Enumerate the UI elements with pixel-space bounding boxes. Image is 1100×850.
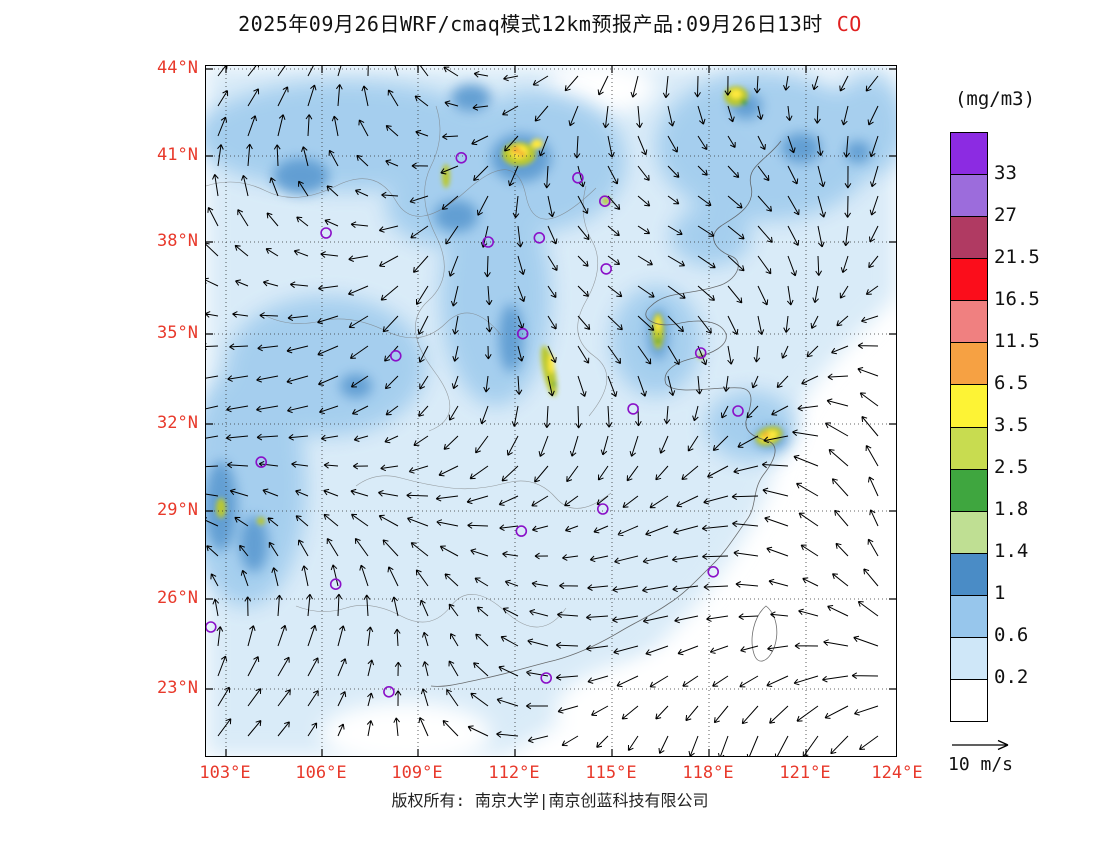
city-marker xyxy=(600,263,613,275)
copyright-footer: 版权所有: 南京大学|南京创蓝科技有限公司 xyxy=(391,791,709,810)
latitude-axis: 44°N 41°N 38°N 35°N 32°N 29°N 26°N 23°N xyxy=(118,0,198,850)
colorbar-cell xyxy=(951,595,987,638)
lon-tick-label: 115°E xyxy=(585,763,637,783)
city-marker xyxy=(255,456,268,468)
colorbar-cell xyxy=(951,469,987,512)
colorbar-cell xyxy=(951,553,987,596)
colorbar-tick-label: 6.5 xyxy=(994,372,1029,394)
colorbar-tick-label: 0.2 xyxy=(994,666,1029,688)
city-marker xyxy=(383,685,395,698)
colorbar-cell xyxy=(951,259,987,302)
city-marker xyxy=(533,232,546,244)
city-marker xyxy=(320,227,332,239)
lat-tick-label: 26°N xyxy=(157,588,198,608)
lat-tick-label: 35°N xyxy=(157,323,198,343)
colorbar-tick-label: 2.5 xyxy=(994,456,1029,478)
colorbar-tick-label: 33 xyxy=(994,162,1017,184)
colorbar-cell xyxy=(951,343,987,386)
lon-tick-label: 118°E xyxy=(682,763,734,783)
city-marker xyxy=(598,195,611,207)
concentration-contour-layer xyxy=(206,66,896,756)
colorbar-tick-label: 1.8 xyxy=(994,498,1029,520)
city-marker xyxy=(707,565,720,578)
colorbar-tick-label: 1 xyxy=(994,582,1006,604)
title-main: 2025年09月26日WRF/cmaq模式12km预报产品:09月26日13时 xyxy=(238,12,823,36)
colorbar-cell xyxy=(951,427,987,470)
colorbar-tick-label: 3.5 xyxy=(994,414,1029,436)
city-marker xyxy=(694,347,707,359)
lat-tick-label: 38°N xyxy=(157,231,198,251)
wind-reference-arrow-icon xyxy=(952,739,1009,751)
colorbar-tick-label: 27 xyxy=(994,204,1017,226)
city-marker xyxy=(516,327,529,340)
city-marker xyxy=(540,672,553,684)
colorbar-cell xyxy=(951,217,987,260)
lon-tick-label: 109°E xyxy=(391,763,443,783)
city-marker xyxy=(732,405,744,417)
city-marker xyxy=(572,172,584,184)
lat-tick-label: 41°N xyxy=(157,145,198,165)
colorbar-cell xyxy=(951,175,987,218)
longitude-axis: 103°E 106°E 109°E 112°E 115°E 118°E 121°E 124°E xyxy=(199,760,922,786)
colorbar xyxy=(950,132,988,722)
wind-reference-legend: 10 m/s xyxy=(948,736,1068,786)
colorbar-cell xyxy=(951,301,987,344)
lon-tick-label: 124°E xyxy=(871,763,923,783)
page-title: 2025年09月26日WRF/cmaq模式12km预报产品:09月26日13时 C… xyxy=(0,8,1100,37)
colorbar-cell xyxy=(951,385,987,428)
city-marker xyxy=(329,578,342,591)
map-canvas xyxy=(206,66,896,756)
city-marker xyxy=(455,152,468,164)
colorbar-cell xyxy=(951,133,987,176)
lat-tick-label: 32°N xyxy=(157,413,198,433)
city-marker-layer xyxy=(206,152,744,698)
wind-reference-label: 10 m/s xyxy=(948,754,1014,775)
colorbar-unit-label: (mg/m3) xyxy=(954,88,1036,110)
colorbar-cell xyxy=(951,637,987,681)
colorbar-tick-label: 1.4 xyxy=(994,540,1029,562)
colorbar-tick-labels: 33 27 21.5 16.5 11.5 6.5 3.5 2.5 1.8 1.4 1 0.6 0.2 xyxy=(994,132,1074,732)
lon-tick-label: 106°E xyxy=(295,763,347,783)
colorbar-cell xyxy=(951,511,987,554)
city-marker xyxy=(596,503,609,515)
city-marker xyxy=(515,525,528,537)
colorbar-tick-label: 0.6 xyxy=(994,624,1029,646)
colorbar-tick-label: 16.5 xyxy=(994,288,1040,310)
title-pollutant: CO xyxy=(836,12,862,36)
gridline-layer xyxy=(206,66,896,756)
lat-tick-label: 29°N xyxy=(157,500,198,520)
wind-vector-layer xyxy=(206,66,879,756)
city-marker xyxy=(482,236,495,248)
colorbar-tick-label: 21.5 xyxy=(994,246,1040,268)
city-marker xyxy=(627,403,639,415)
lat-tick-label: 44°N xyxy=(157,58,198,78)
city-marker xyxy=(206,621,217,633)
map-plot-area xyxy=(205,65,897,757)
lon-tick-label: 103°E xyxy=(199,763,251,783)
lon-tick-label: 112°E xyxy=(488,763,540,783)
colorbar-tick-label: 11.5 xyxy=(994,330,1040,352)
city-marker xyxy=(390,349,402,362)
hotspot-blobs xyxy=(216,86,783,525)
colorbar-cell xyxy=(951,680,987,722)
lon-tick-label: 121°E xyxy=(779,763,831,783)
geography-borders-layer xyxy=(206,105,782,687)
lat-tick-label: 23°N xyxy=(157,678,198,698)
